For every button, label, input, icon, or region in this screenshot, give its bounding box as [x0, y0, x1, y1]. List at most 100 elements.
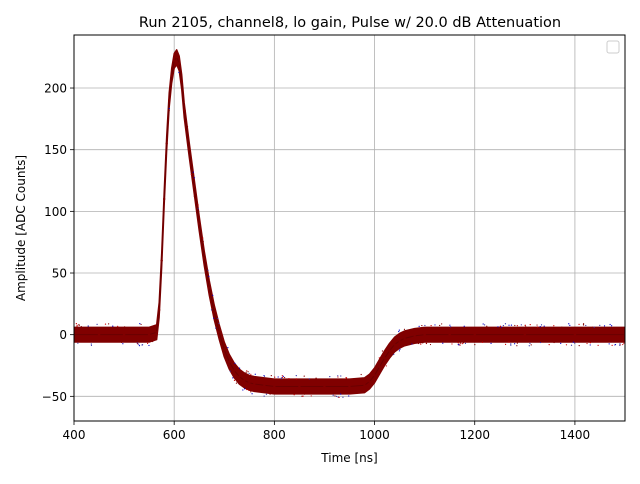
y-tick-label: 100: [44, 205, 67, 219]
noise-point: [303, 375, 305, 377]
noise-point: [340, 393, 342, 395]
noise-point: [295, 378, 297, 380]
noise-point: [589, 342, 591, 344]
noise-point: [315, 377, 317, 379]
noise-point: [251, 393, 253, 395]
noise-point: [282, 376, 284, 379]
noise-point: [227, 347, 229, 349]
noise-point: [430, 325, 432, 327]
data-point: [323, 385, 326, 388]
plot-frame: [73, 34, 626, 422]
data-point: [263, 384, 266, 387]
data-point: [188, 148, 191, 151]
noise-point: [463, 325, 465, 327]
noise-point: [210, 309, 213, 311]
noise-point: [193, 195, 195, 197]
noise-point: [568, 323, 570, 325]
noise-point: [212, 294, 214, 296]
noise-point: [484, 324, 486, 326]
noise-point: [411, 343, 413, 345]
noise-point: [178, 71, 180, 74]
noise-point: [474, 344, 476, 346]
noise-point: [337, 376, 339, 378]
noise-point: [524, 324, 526, 326]
noise-point: [244, 388, 246, 390]
data-point: [170, 74, 173, 77]
noise-point: [218, 322, 220, 324]
noise-point: [139, 323, 141, 325]
noise-point: [597, 344, 599, 346]
noise-point: [77, 342, 79, 344]
data-point: [383, 356, 386, 360]
noise-point: [168, 107, 170, 110]
data-point: [393, 343, 396, 346]
noise-point: [76, 325, 78, 327]
data-point: [193, 185, 196, 188]
noise-point: [425, 342, 427, 344]
data-point: [162, 197, 166, 201]
noise-point: [510, 324, 513, 326]
data-point: [172, 59, 176, 63]
noise-point: [528, 345, 530, 347]
y-tick-label: 50: [52, 267, 67, 281]
noise-point: [424, 324, 426, 327]
noise-point: [345, 377, 348, 379]
data-point: [398, 339, 401, 343]
noise-point: [510, 343, 512, 345]
noise-point: [184, 109, 186, 111]
noise-point: [462, 342, 465, 344]
noise-point: [217, 317, 219, 320]
noise-point: [500, 326, 502, 328]
noise-point: [108, 323, 110, 325]
noise-point: [270, 374, 272, 377]
noise-point: [122, 343, 124, 345]
noise-point: [441, 323, 443, 325]
noise-point: [572, 341, 574, 343]
noise-point: [293, 394, 295, 396]
noise-point: [340, 375, 342, 377]
data-point: [348, 385, 351, 388]
noise-point: [234, 362, 236, 364]
data-point: [448, 333, 451, 336]
noise-point: [90, 344, 93, 346]
noise-point: [578, 345, 580, 347]
noise-point: [490, 342, 492, 345]
noise-point: [398, 330, 400, 333]
data-point: [198, 222, 201, 225]
noise-point: [589, 344, 591, 346]
noise-point: [263, 375, 266, 377]
y-tick-label: 0: [59, 328, 67, 342]
noise-point: [378, 357, 380, 359]
noise-point: [481, 341, 484, 343]
noise-point: [337, 375, 339, 377]
data-point: [208, 286, 211, 290]
noise-point: [570, 344, 573, 346]
data-point: [175, 56, 178, 59]
noise-point: [530, 344, 532, 346]
noise-point: [136, 342, 138, 344]
data-point: [573, 333, 577, 336]
noise-point: [482, 323, 484, 325]
noise-point: [337, 396, 339, 398]
noise-point: [248, 389, 250, 391]
noise-point: [381, 350, 384, 352]
data-point: [253, 382, 256, 386]
noise-point: [514, 324, 516, 327]
noise-point: [593, 326, 595, 328]
noise-point: [508, 324, 510, 326]
noise-point: [235, 382, 238, 384]
noise-point: [574, 342, 576, 344]
noise-point: [611, 325, 613, 327]
noise-point: [284, 376, 286, 379]
noise-point: [75, 323, 77, 325]
noise-point: [578, 323, 580, 325]
x-tick-label: 400: [63, 428, 86, 442]
data-point: [183, 109, 186, 112]
noise-point: [420, 343, 422, 345]
noise-point: [245, 371, 247, 373]
data-point: [223, 348, 226, 351]
noise-point: [202, 237, 204, 239]
noise-point: [543, 325, 545, 327]
noise-point: [193, 177, 196, 179]
noise-point: [439, 324, 441, 327]
